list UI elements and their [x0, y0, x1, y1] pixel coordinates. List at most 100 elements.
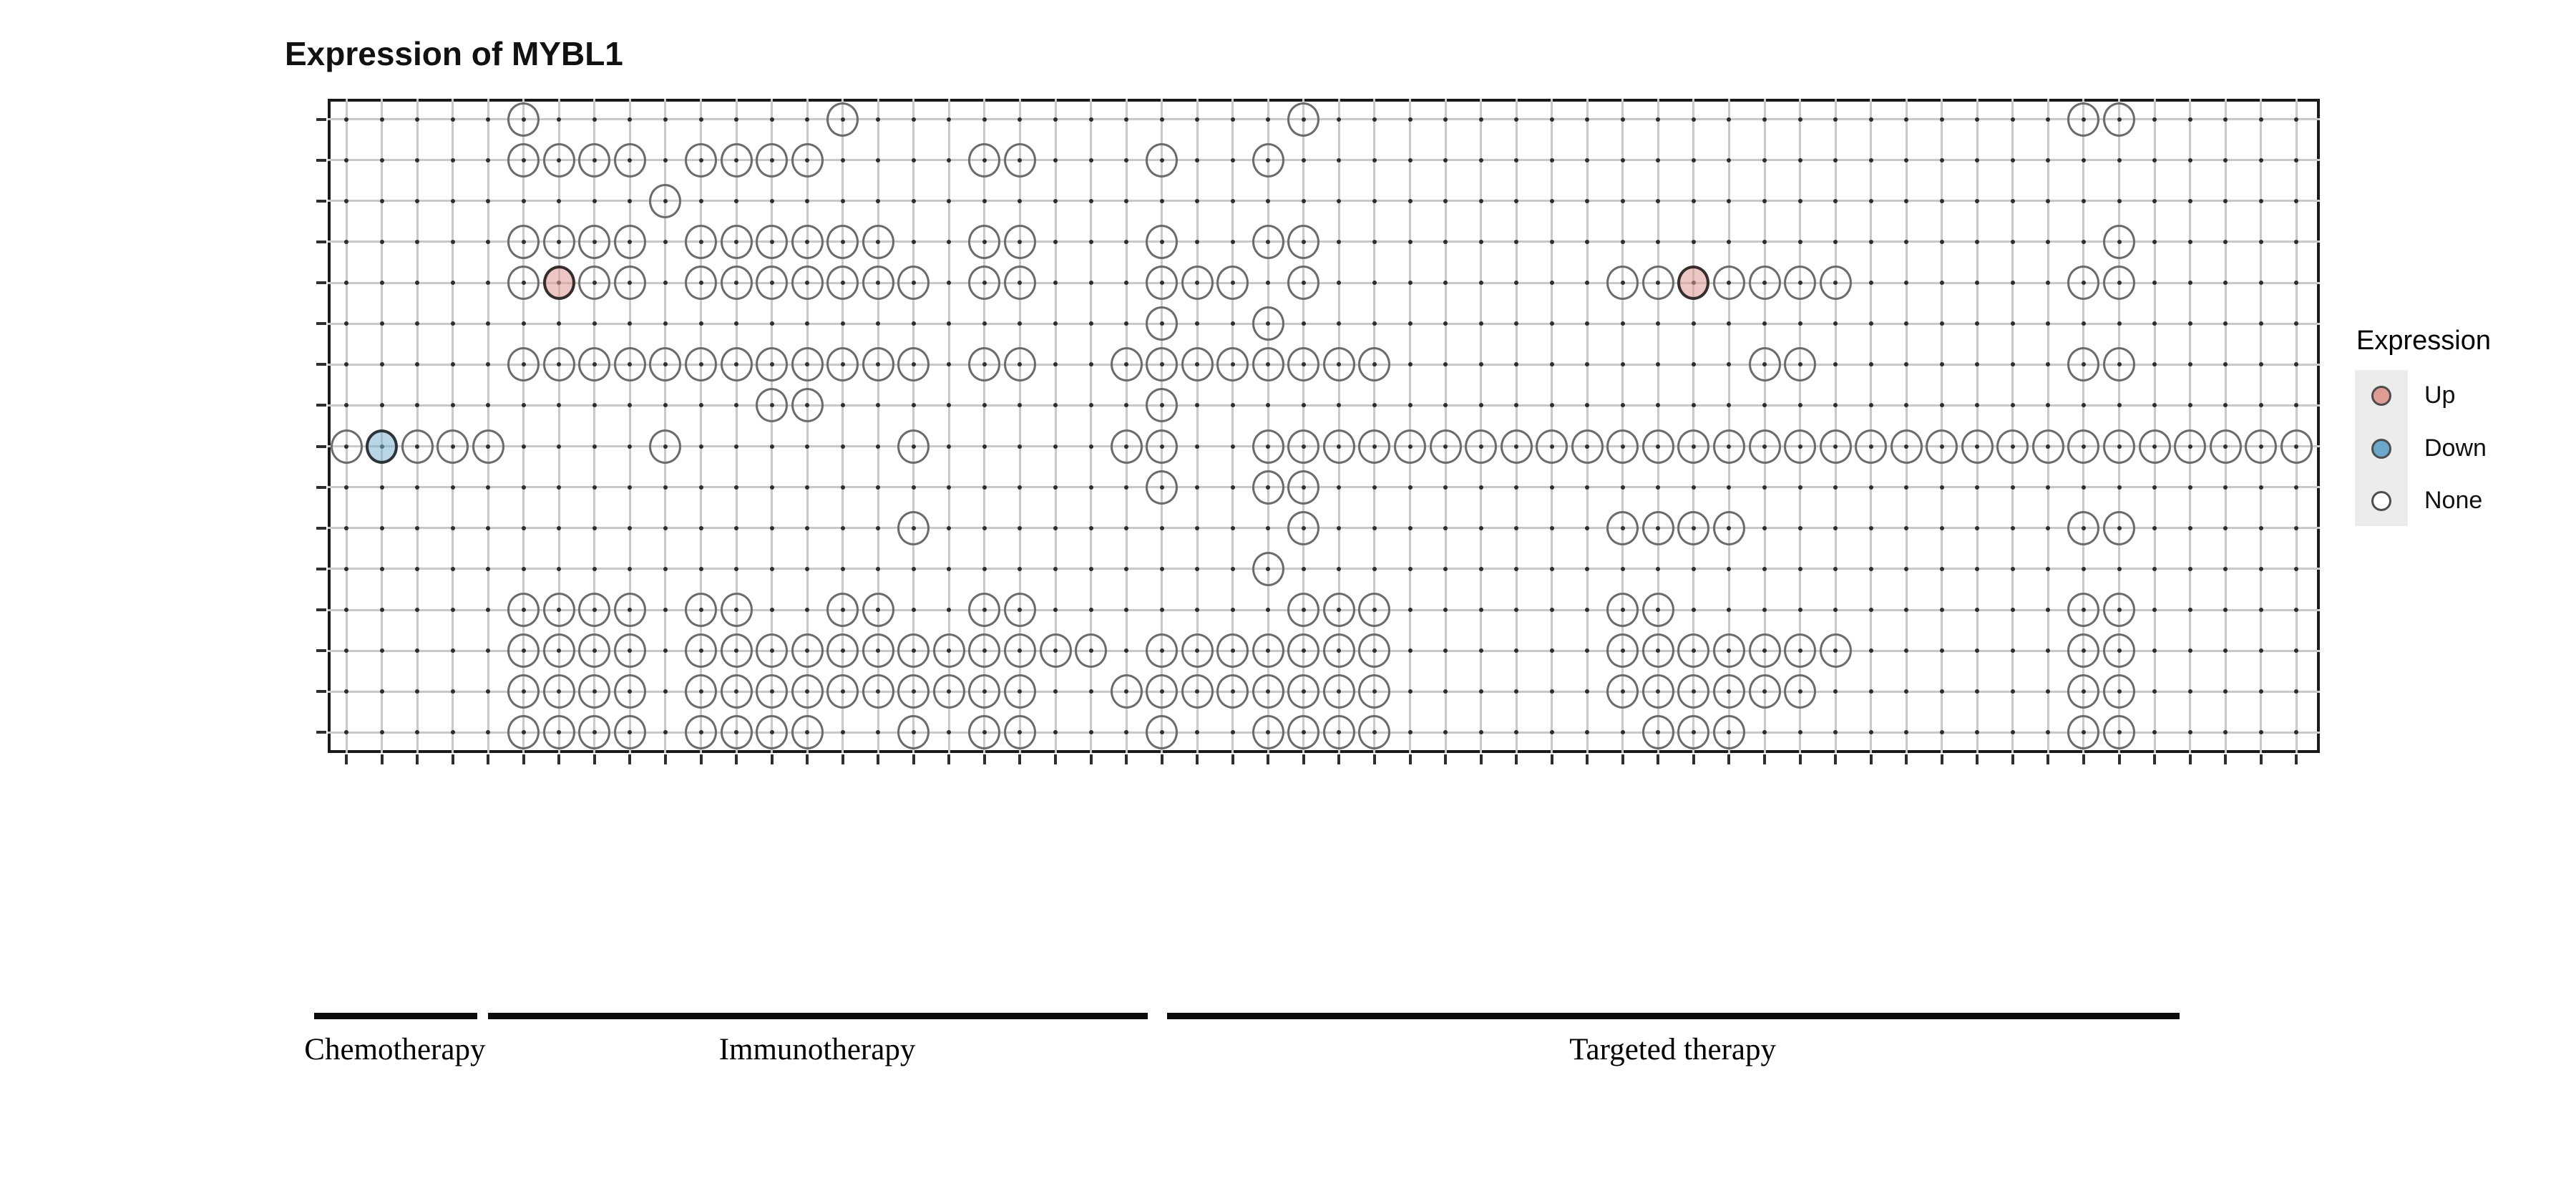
grid-dot [557, 444, 562, 449]
grid-dot [911, 198, 916, 203]
grid-dot [1018, 566, 1023, 571]
grid-dot [1514, 608, 1519, 613]
grid-dot [1478, 608, 1483, 613]
cell-circle-none [1146, 142, 1179, 178]
grid-dot [840, 525, 845, 530]
cell-circle-none [826, 674, 859, 709]
cell-circle-none [578, 715, 611, 750]
gridline-v [2260, 99, 2263, 753]
cell-circle-none [685, 224, 717, 259]
grid-dot [982, 321, 987, 326]
grid-dot [450, 648, 455, 653]
grid-dot [769, 608, 774, 613]
cell-circle-none [1641, 266, 1674, 301]
grid-dot [1124, 525, 1129, 530]
grid-dot [1443, 525, 1448, 530]
grid-dot [1975, 730, 1980, 735]
grid-dot [486, 730, 491, 735]
grid-dot [344, 485, 348, 490]
cell-circle-none [685, 266, 717, 301]
grid-dot [1549, 525, 1554, 530]
grid-dot [415, 525, 420, 530]
grid-dot [2223, 730, 2228, 735]
gridline-v [1976, 99, 1979, 753]
grid-dot [2294, 239, 2299, 244]
grid-dot [1372, 403, 1377, 408]
x-axis-tick [1408, 754, 1412, 764]
cell-circle-none [1146, 674, 1179, 709]
cell-circle-none [862, 633, 894, 669]
grid-dot [1124, 281, 1129, 286]
grid-dot [1053, 321, 1058, 326]
grid-dot [2046, 608, 2051, 613]
grid-dot [628, 444, 633, 449]
grid-dot [1904, 566, 1909, 571]
grid-dot [344, 608, 348, 613]
grid-dot [1407, 198, 1413, 203]
cell-circle-none [2103, 224, 2135, 259]
cell-circle-none [1961, 429, 1994, 464]
gridline-v [1018, 99, 1021, 753]
cell-circle-none [1926, 429, 1958, 464]
grid-dot [1620, 321, 1625, 326]
y-axis-tick [316, 322, 326, 326]
grid-dot [1266, 117, 1271, 122]
grid-dot [1868, 485, 1873, 490]
cell-circle-none [685, 593, 717, 628]
grid-dot [1691, 485, 1696, 490]
x-axis-tick [2259, 754, 2263, 764]
grid-dot [344, 157, 348, 162]
grid-dot [1407, 321, 1413, 326]
grid-dot [1727, 485, 1732, 490]
grid-dot [1443, 608, 1448, 613]
grid-dot [1443, 403, 1448, 408]
grid-dot [1230, 198, 1235, 203]
grid-dot [1443, 730, 1448, 735]
grid-dot [1230, 730, 1235, 735]
cell-circle-none [1003, 593, 1036, 628]
group-underline [314, 1013, 478, 1019]
cell-circle-none [1712, 715, 1745, 750]
cell-circle-none [1606, 633, 1639, 669]
grid-dot [1514, 157, 1519, 162]
cell-circle-none [1252, 347, 1284, 382]
grid-dot [2152, 117, 2157, 122]
grid-dot [1018, 485, 1023, 490]
grid-dot [2294, 157, 2299, 162]
grid-dot [982, 566, 987, 571]
cell-circle-none [1358, 347, 1391, 382]
grid-dot [1514, 198, 1519, 203]
cell-circle-none [1287, 674, 1320, 709]
grid-dot [1124, 730, 1129, 735]
grid-dot [947, 566, 952, 571]
grid-dot [663, 608, 668, 613]
grid-dot [1301, 321, 1306, 326]
grid-dot [1975, 566, 1980, 571]
grid-dot [1088, 689, 1093, 694]
grid-dot [2258, 239, 2263, 244]
x-axis-tick [982, 754, 986, 764]
grid-dot [1372, 321, 1377, 326]
grid-dot [1975, 281, 1980, 286]
grid-dot [450, 608, 455, 613]
grid-dot [663, 157, 668, 162]
grid-dot [876, 403, 881, 408]
grid-dot [1727, 157, 1732, 162]
grid-dot [521, 321, 526, 326]
grid-dot [2010, 485, 2015, 490]
grid-dot [1868, 362, 1873, 367]
grid-dot [769, 566, 774, 571]
grid-dot [2187, 281, 2192, 286]
cell-circle-none [1322, 674, 1355, 709]
grid-dot [2223, 525, 2228, 530]
gridline-v [1657, 99, 1659, 753]
cell-circle-none [685, 142, 717, 178]
grid-dot [1620, 157, 1625, 162]
grid-dot [1585, 362, 1590, 367]
grid-dot [1088, 485, 1093, 490]
grid-dot [1904, 239, 1909, 244]
grid-dot [1124, 239, 1129, 244]
cell-circle-none [1252, 470, 1284, 505]
cell-circle-none [507, 593, 540, 628]
grid-dot [734, 403, 739, 408]
